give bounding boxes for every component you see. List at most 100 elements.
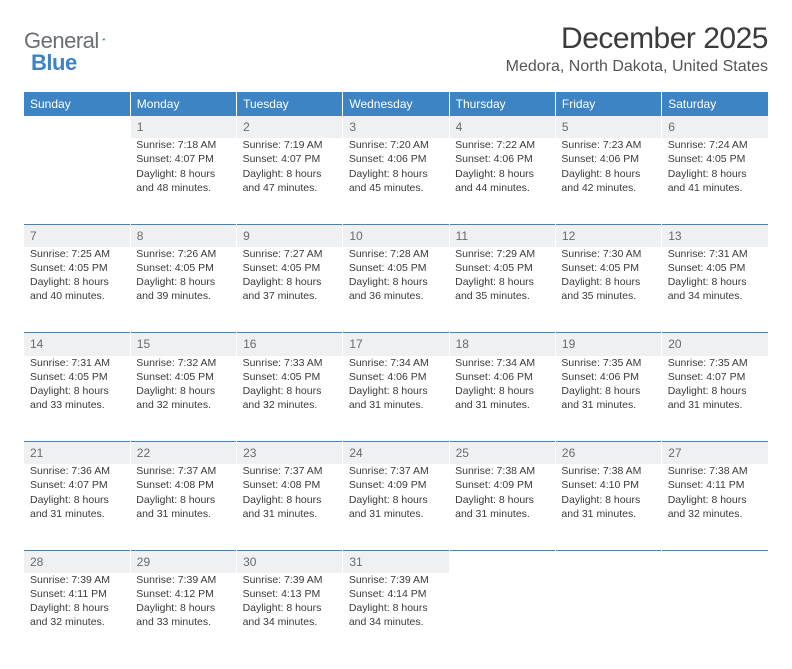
- day-header-wednesday: Wednesday: [343, 92, 449, 116]
- sunset-line: Sunset: 4:13 PM: [243, 587, 337, 601]
- day-info-cell: Sunrise: 7:35 AMSunset: 4:06 PMDaylight:…: [555, 356, 661, 442]
- daylight-line: Daylight: 8 hours and 32 minutes.: [30, 601, 124, 629]
- day-number-cell: 28: [24, 550, 130, 573]
- day-info-cell: Sunrise: 7:39 AMSunset: 4:11 PMDaylight:…: [24, 573, 130, 659]
- sunrise-line: Sunrise: 7:38 AM: [561, 464, 655, 478]
- day-info-cell: Sunrise: 7:30 AMSunset: 4:05 PMDaylight:…: [555, 247, 661, 333]
- sunset-line: Sunset: 4:09 PM: [455, 478, 549, 492]
- day-number-cell: 3: [343, 116, 449, 138]
- daylight-line: Daylight: 8 hours and 37 minutes.: [243, 275, 337, 303]
- day-info-cell: Sunrise: 7:31 AMSunset: 4:05 PMDaylight:…: [662, 247, 768, 333]
- sunset-line: Sunset: 4:05 PM: [136, 370, 230, 384]
- week-3-daynum-row: 21222324252627: [24, 442, 768, 465]
- daylight-line: Daylight: 8 hours and 36 minutes.: [349, 275, 443, 303]
- sunrise-line: Sunrise: 7:26 AM: [136, 247, 230, 261]
- sunset-line: Sunset: 4:07 PM: [243, 152, 337, 166]
- sunset-line: Sunset: 4:05 PM: [136, 261, 230, 275]
- week-4-info-row: Sunrise: 7:39 AMSunset: 4:11 PMDaylight:…: [24, 573, 768, 659]
- day-number-cell: 25: [449, 442, 555, 465]
- sunrise-line: Sunrise: 7:35 AM: [561, 356, 655, 370]
- sunrise-line: Sunrise: 7:31 AM: [30, 356, 124, 370]
- sunrise-line: Sunrise: 7:31 AM: [668, 247, 762, 261]
- day-info-cell: Sunrise: 7:35 AMSunset: 4:07 PMDaylight:…: [662, 356, 768, 442]
- daylight-line: Daylight: 8 hours and 34 minutes.: [668, 275, 762, 303]
- daylight-line: Daylight: 8 hours and 48 minutes.: [136, 167, 230, 195]
- week-2-info-row: Sunrise: 7:31 AMSunset: 4:05 PMDaylight:…: [24, 356, 768, 442]
- day-number-cell: 13: [662, 224, 768, 247]
- sunset-line: Sunset: 4:05 PM: [561, 261, 655, 275]
- day-number-cell: 8: [130, 224, 236, 247]
- sunset-line: Sunset: 4:11 PM: [668, 478, 762, 492]
- page-title: December 2025: [506, 22, 768, 56]
- sunrise-line: Sunrise: 7:24 AM: [668, 138, 762, 152]
- sunrise-line: Sunrise: 7:22 AM: [455, 138, 549, 152]
- day-header-tuesday: Tuesday: [237, 92, 343, 116]
- sunset-line: Sunset: 4:07 PM: [30, 478, 124, 492]
- daylight-line: Daylight: 8 hours and 39 minutes.: [136, 275, 230, 303]
- day-info-cell: Sunrise: 7:37 AMSunset: 4:08 PMDaylight:…: [237, 464, 343, 550]
- week-0-info-row: Sunrise: 7:18 AMSunset: 4:07 PMDaylight:…: [24, 138, 768, 224]
- daylight-line: Daylight: 8 hours and 31 minutes.: [136, 493, 230, 521]
- daylight-line: Daylight: 8 hours and 32 minutes.: [136, 384, 230, 412]
- sunset-line: Sunset: 4:05 PM: [243, 261, 337, 275]
- day-info-cell: Sunrise: 7:22 AMSunset: 4:06 PMDaylight:…: [449, 138, 555, 224]
- daylight-line: Daylight: 8 hours and 41 minutes.: [668, 167, 762, 195]
- daylight-line: Daylight: 8 hours and 32 minutes.: [243, 384, 337, 412]
- day-number-cell: 5: [555, 116, 661, 138]
- logo-sail-icon: [102, 30, 106, 48]
- day-info-cell: Sunrise: 7:34 AMSunset: 4:06 PMDaylight:…: [343, 356, 449, 442]
- day-number-cell: 14: [24, 333, 130, 356]
- week-4-daynum-row: 28293031: [24, 550, 768, 573]
- day-info-cell: Sunrise: 7:36 AMSunset: 4:07 PMDaylight:…: [24, 464, 130, 550]
- day-number-cell: [555, 550, 661, 573]
- day-number-cell: 26: [555, 442, 661, 465]
- day-number-cell: 4: [449, 116, 555, 138]
- sunset-line: Sunset: 4:05 PM: [455, 261, 549, 275]
- day-info-cell: Sunrise: 7:33 AMSunset: 4:05 PMDaylight:…: [237, 356, 343, 442]
- day-number-cell: [662, 550, 768, 573]
- daylight-line: Daylight: 8 hours and 31 minutes.: [349, 493, 443, 521]
- day-header-thursday: Thursday: [449, 92, 555, 116]
- daylight-line: Daylight: 8 hours and 31 minutes.: [668, 384, 762, 412]
- sunrise-line: Sunrise: 7:35 AM: [668, 356, 762, 370]
- day-info-cell: Sunrise: 7:18 AMSunset: 4:07 PMDaylight:…: [130, 138, 236, 224]
- daylight-line: Daylight: 8 hours and 31 minutes.: [561, 384, 655, 412]
- day-info-cell: Sunrise: 7:27 AMSunset: 4:05 PMDaylight:…: [237, 247, 343, 333]
- day-number-cell: 24: [343, 442, 449, 465]
- day-number-cell: 6: [662, 116, 768, 138]
- day-number-cell: 30: [237, 550, 343, 573]
- sunrise-line: Sunrise: 7:38 AM: [455, 464, 549, 478]
- sunrise-line: Sunrise: 7:33 AM: [243, 356, 337, 370]
- day-number-cell: 21: [24, 442, 130, 465]
- day-number-cell: 20: [662, 333, 768, 356]
- sunset-line: Sunset: 4:12 PM: [136, 587, 230, 601]
- sunrise-line: Sunrise: 7:36 AM: [30, 464, 124, 478]
- day-info-cell: Sunrise: 7:24 AMSunset: 4:05 PMDaylight:…: [662, 138, 768, 224]
- day-header-monday: Monday: [130, 92, 236, 116]
- day-info-cell: Sunrise: 7:34 AMSunset: 4:06 PMDaylight:…: [449, 356, 555, 442]
- daylight-line: Daylight: 8 hours and 31 minutes.: [455, 384, 549, 412]
- day-info-cell: Sunrise: 7:39 AMSunset: 4:13 PMDaylight:…: [237, 573, 343, 659]
- sunrise-line: Sunrise: 7:39 AM: [243, 573, 337, 587]
- day-info-cell: [555, 573, 661, 659]
- days-of-week-row: SundayMondayTuesdayWednesdayThursdayFrid…: [24, 92, 768, 116]
- day-number-cell: 11: [449, 224, 555, 247]
- week-2-daynum-row: 14151617181920: [24, 333, 768, 356]
- day-info-cell: Sunrise: 7:25 AMSunset: 4:05 PMDaylight:…: [24, 247, 130, 333]
- sunset-line: Sunset: 4:05 PM: [243, 370, 337, 384]
- day-number-cell: 10: [343, 224, 449, 247]
- sunset-line: Sunset: 4:05 PM: [349, 261, 443, 275]
- sunset-line: Sunset: 4:07 PM: [136, 152, 230, 166]
- sunset-line: Sunset: 4:07 PM: [668, 370, 762, 384]
- week-1-info-row: Sunrise: 7:25 AMSunset: 4:05 PMDaylight:…: [24, 247, 768, 333]
- day-info-cell: Sunrise: 7:19 AMSunset: 4:07 PMDaylight:…: [237, 138, 343, 224]
- day-header-saturday: Saturday: [662, 92, 768, 116]
- day-info-cell: [449, 573, 555, 659]
- sunrise-line: Sunrise: 7:37 AM: [136, 464, 230, 478]
- day-info-cell: Sunrise: 7:38 AMSunset: 4:10 PMDaylight:…: [555, 464, 661, 550]
- day-header-sunday: Sunday: [24, 92, 130, 116]
- daylight-line: Daylight: 8 hours and 31 minutes.: [561, 493, 655, 521]
- sunrise-line: Sunrise: 7:37 AM: [349, 464, 443, 478]
- week-0-daynum-row: 123456: [24, 116, 768, 138]
- sunset-line: Sunset: 4:06 PM: [455, 370, 549, 384]
